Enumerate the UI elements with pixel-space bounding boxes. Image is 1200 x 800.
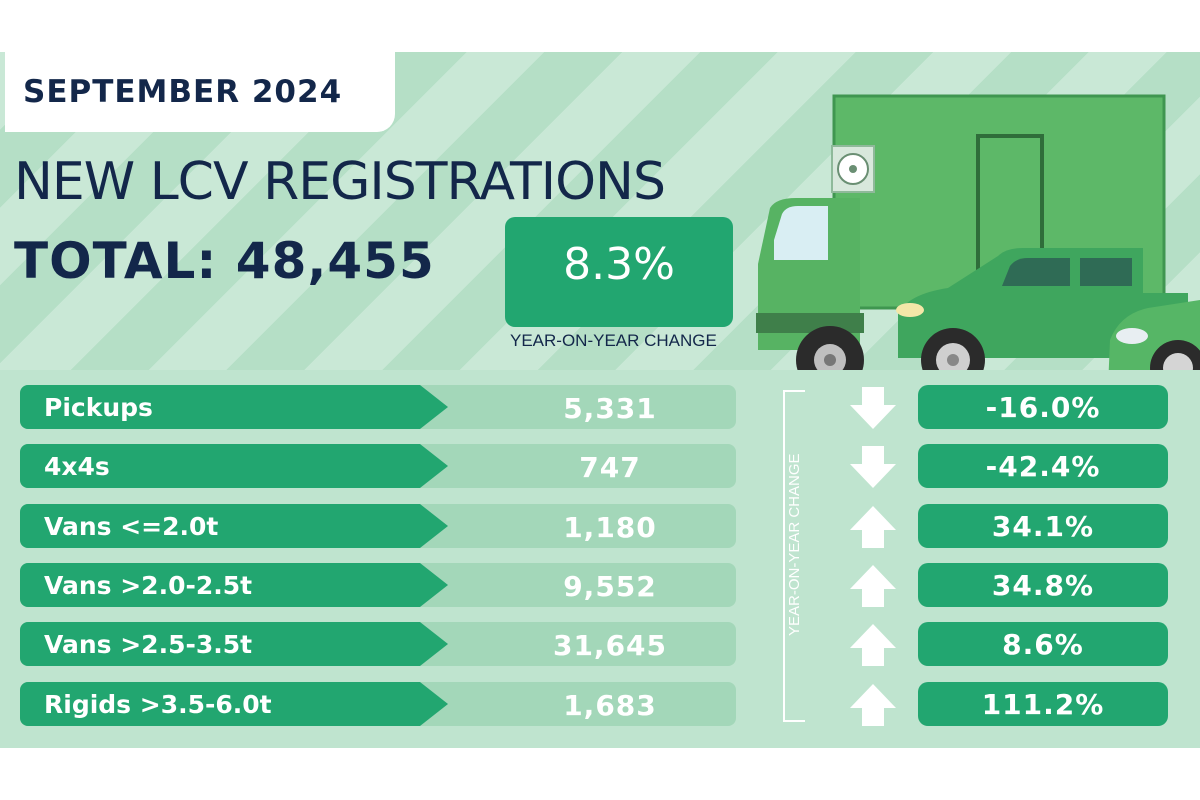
change-badge: 34.8% bbox=[918, 563, 1168, 607]
arrow-up-icon bbox=[850, 684, 896, 726]
change-bracket bbox=[783, 390, 805, 722]
change-badge: 111.2% bbox=[918, 682, 1168, 726]
date-label: SEPTEMBER 2024 bbox=[23, 74, 343, 110]
truck-window bbox=[774, 206, 828, 260]
row-label: Rigids >3.5-6.0t bbox=[44, 690, 272, 719]
change-badge: -16.0% bbox=[918, 385, 1168, 429]
change-value: -42.4% bbox=[985, 450, 1101, 483]
infographic-panel: SEPTEMBER 2024 NEW LCV REGISTRATIONS TOT… bbox=[0, 52, 1200, 748]
table-row: Vans <=2.0t 1,180 bbox=[20, 504, 736, 548]
page-title: NEW LCV REGISTRATIONS bbox=[14, 152, 666, 212]
change-axis-label: YEAR-ON-YEAR CHANGE bbox=[786, 453, 803, 636]
yoy-change-badge: 8.3% bbox=[505, 217, 733, 327]
arrow-down-icon bbox=[850, 387, 896, 429]
arrow-up-icon bbox=[850, 506, 896, 548]
arrow-up-icon bbox=[850, 624, 896, 666]
change-value: 111.2% bbox=[981, 688, 1105, 721]
row-label: Vans >2.0-2.5t bbox=[44, 571, 253, 600]
change-value: -16.0% bbox=[985, 391, 1101, 424]
arrow-up-icon bbox=[850, 565, 896, 607]
yoy-change-caption: YEAR-ON-YEAR CHANGE bbox=[510, 331, 717, 350]
row-value: 1,180 bbox=[563, 511, 657, 544]
yoy-change-value: 8.3% bbox=[563, 239, 675, 290]
row-value: 31,645 bbox=[552, 629, 668, 662]
date-badge: SEPTEMBER 2024 bbox=[5, 52, 395, 132]
row-label: 4x4s bbox=[44, 452, 110, 481]
change-value: 34.1% bbox=[991, 510, 1095, 543]
vehicles-illustration bbox=[756, 94, 1200, 388]
total-registrations: TOTAL: 48,455 bbox=[14, 232, 435, 290]
row-label: Pickups bbox=[44, 393, 153, 422]
row-value: 1,683 bbox=[563, 689, 657, 722]
table-row: Vans >2.0-2.5t 9,552 bbox=[20, 563, 736, 607]
row-value: 747 bbox=[579, 451, 641, 484]
table-row: Vans >2.5-3.5t 31,645 bbox=[20, 622, 736, 666]
table-row: 4x4s 747 bbox=[20, 444, 736, 488]
row-value: 5,331 bbox=[563, 392, 657, 425]
change-badge: 34.1% bbox=[918, 504, 1168, 548]
row-label: Vans >2.5-3.5t bbox=[44, 630, 253, 659]
arrow-down-icon bbox=[850, 446, 896, 488]
table-row: Rigids >3.5-6.0t 1,683 bbox=[20, 682, 736, 726]
change-badge: -42.4% bbox=[918, 444, 1168, 488]
change-value: 34.8% bbox=[991, 569, 1095, 602]
row-value: 9,552 bbox=[563, 570, 657, 603]
change-value: 8.6% bbox=[1002, 628, 1084, 661]
table-row: Pickups 5,331 bbox=[20, 385, 736, 429]
change-badge: 8.6% bbox=[918, 622, 1168, 666]
row-label: Vans <=2.0t bbox=[44, 512, 219, 541]
